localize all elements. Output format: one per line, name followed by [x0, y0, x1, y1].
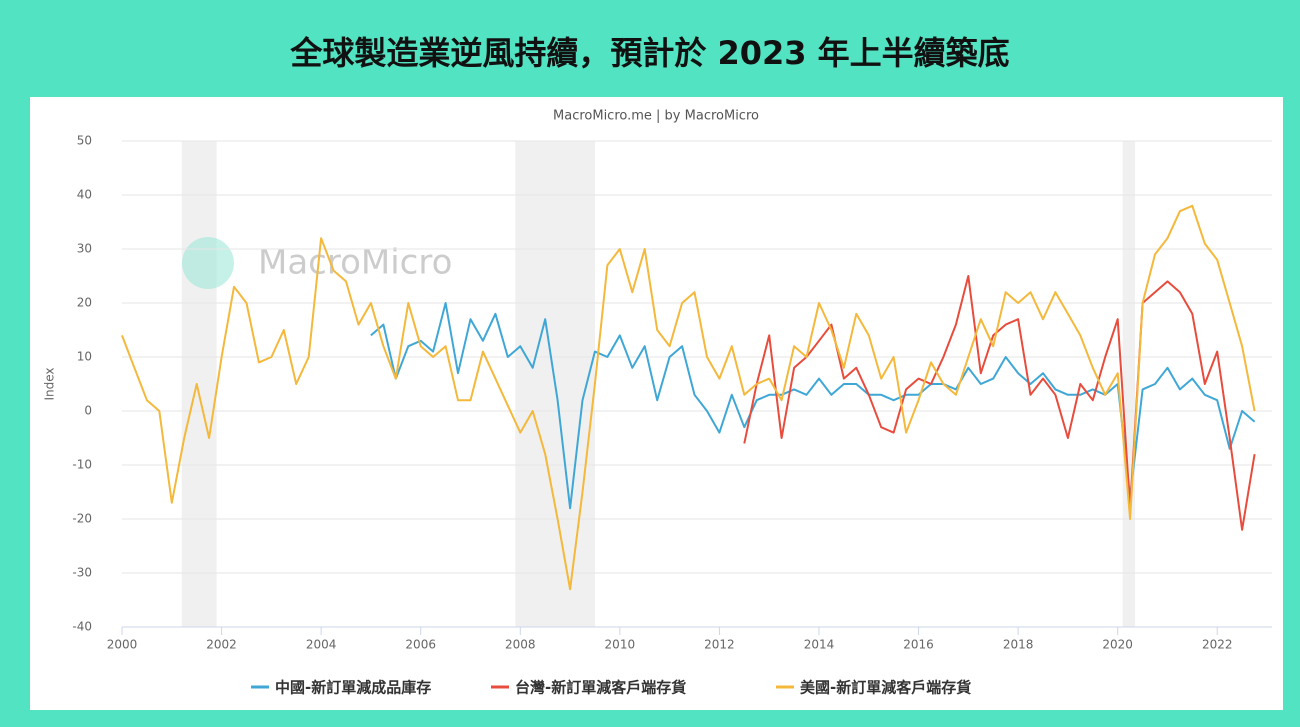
watermark-logo	[182, 237, 234, 289]
y-tick-label: 30	[77, 242, 92, 256]
y-tick-label: 50	[77, 134, 92, 148]
recession-band	[1122, 141, 1136, 627]
x-tick-label: 2014	[804, 638, 835, 652]
legend-label: 中國-新訂單減成品庫存	[275, 679, 431, 697]
chart-panel: MacroMicro.me | by MacroMicro MacroMicro I…	[30, 97, 1283, 710]
y-tick-label: 10	[77, 350, 92, 364]
x-tick-label: 2006	[405, 638, 436, 652]
y-tick-label: -20	[72, 512, 92, 526]
legend-label: 台灣-新訂單減客戶端存貨	[515, 679, 686, 697]
recession-band	[181, 141, 217, 627]
line-series	[121, 204, 1256, 591]
x-tick-label: 2016	[903, 638, 934, 652]
chart: MacroMicro.me | by MacroMicroMacroMicroI…	[43, 109, 1272, 697]
x-tick-label: 2012	[704, 638, 735, 652]
y-tick-label: 20	[77, 296, 92, 310]
x-tick-label: 2000	[107, 638, 138, 652]
y-tick-label: -30	[72, 566, 92, 580]
y-tick-label: 40	[77, 188, 92, 202]
y-tick-label: -40	[72, 620, 92, 634]
page-title: 全球製造業逆風持續，預計於 2023 年上半續築底	[290, 34, 1010, 72]
y-axis-label: Index	[43, 367, 57, 400]
y-tick-label: -10	[72, 458, 92, 472]
x-tick-label: 2010	[605, 638, 636, 652]
subtitle: MacroMicro.me | by MacroMicro	[553, 109, 759, 124]
x-tick-label: 2018	[1003, 638, 1034, 652]
x-tick-label: 2004	[306, 638, 337, 652]
legend-label: 美國-新訂單減客戶端存貨	[800, 679, 971, 697]
x-tick-label: 2008	[505, 638, 536, 652]
x-tick-label: 2020	[1102, 638, 1133, 652]
x-tick-label: 2002	[206, 638, 237, 652]
x-tick-label: 2022	[1202, 638, 1233, 652]
y-tick-label: 0	[84, 404, 92, 418]
line-series	[743, 275, 1256, 531]
